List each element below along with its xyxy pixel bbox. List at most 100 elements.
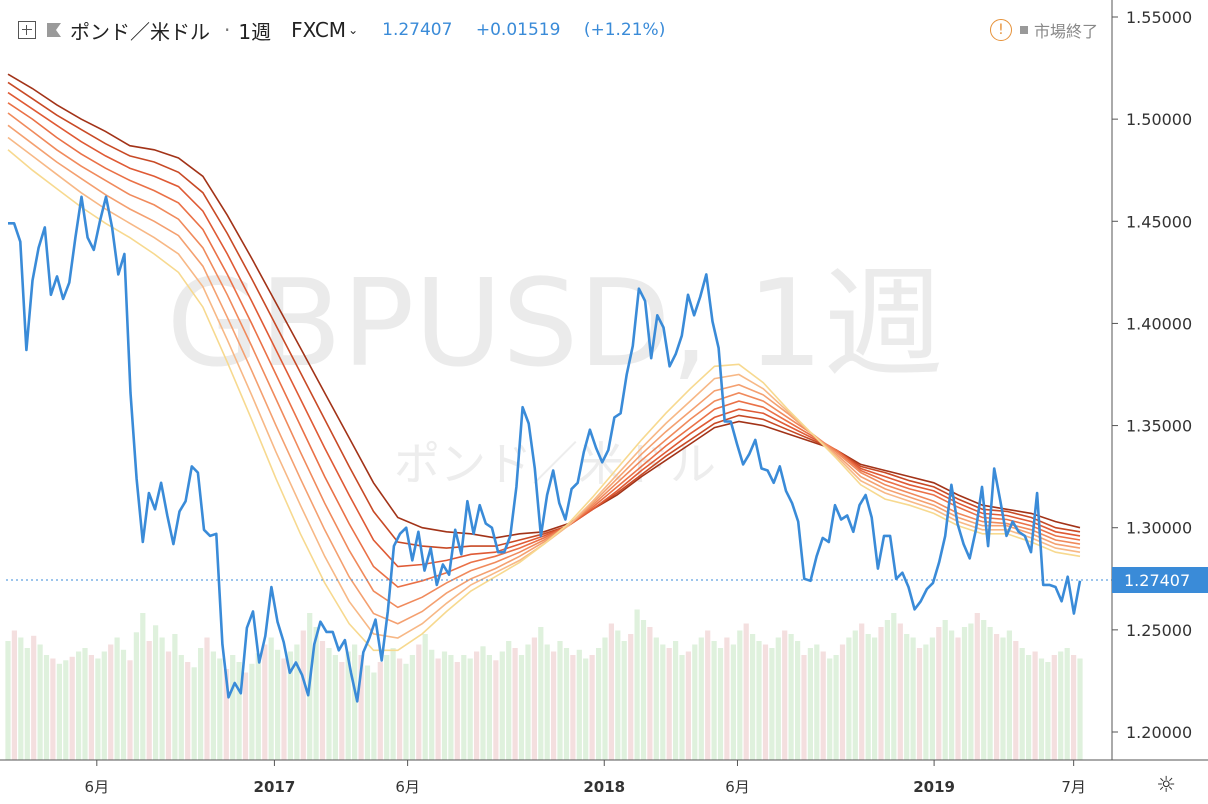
moving-average-line xyxy=(7,81,1081,549)
volume-bar xyxy=(371,672,377,760)
volume-bar xyxy=(281,658,287,760)
volume-bar xyxy=(737,630,743,760)
volume-bar xyxy=(422,634,428,760)
volume-bar xyxy=(897,623,903,760)
volume-bar xyxy=(11,630,17,760)
exclamation-circle-icon[interactable]: ! xyxy=(989,19,1012,41)
volume-bar xyxy=(570,655,576,760)
volume-bar xyxy=(583,658,589,760)
volume-bar xyxy=(1006,630,1012,760)
volume-bar xyxy=(397,658,403,760)
volume-bar xyxy=(1045,662,1051,760)
y-tick-label: 1.35000 xyxy=(1126,417,1192,436)
volume-bar xyxy=(647,627,653,760)
interval-label[interactable]: 1週 xyxy=(238,19,272,44)
gear-icon[interactable]: ☼ xyxy=(1156,773,1176,798)
volume-bar xyxy=(300,630,306,760)
volume-bar xyxy=(602,637,608,760)
volume-bar xyxy=(782,630,788,760)
volume-bar xyxy=(589,655,595,760)
y-tick-label: 1.45000 xyxy=(1126,212,1192,231)
volume-bar xyxy=(18,637,24,760)
volume-bar xyxy=(865,634,871,760)
volume-bar xyxy=(88,655,94,760)
volume-bar xyxy=(916,648,923,760)
volume-bar xyxy=(705,630,711,760)
moving-average-ribbon xyxy=(7,73,1081,652)
volume-bar xyxy=(43,655,50,760)
symbol-label[interactable]: ポンド／米ドル xyxy=(70,19,210,44)
volume-bar xyxy=(884,620,890,760)
volume-bar xyxy=(698,637,704,760)
volume-bar xyxy=(185,662,191,760)
volume-bar xyxy=(24,648,30,760)
volume-bar xyxy=(506,641,512,760)
volume-bar xyxy=(499,651,505,760)
moving-average-line xyxy=(7,112,1081,609)
volume-bar xyxy=(56,663,62,761)
volume-bar xyxy=(769,648,775,760)
volume-bar xyxy=(628,634,634,760)
x-tick-label: 7月 xyxy=(1061,778,1086,796)
volume-bar xyxy=(332,655,338,760)
volume-bar xyxy=(1019,648,1025,760)
volume-bar xyxy=(981,620,987,760)
quote-values: 1.27407 +0.01519 (+1.21%) xyxy=(382,20,683,40)
volume-bar xyxy=(384,655,390,760)
chart-header: ポンド／米ドル · 1週 FXCM ⌄ 1.27407 +0.01519 (+1… xyxy=(18,14,683,46)
y-axis[interactable]: 1.55000 1.50000 1.45000 1.40000 1.35000 1.300… xyxy=(1111,0,1192,760)
volume-bar xyxy=(178,655,184,760)
volume-bar xyxy=(493,660,499,760)
volume-bar xyxy=(204,637,210,760)
volume-bar xyxy=(987,627,993,760)
volume-bar xyxy=(640,620,647,760)
volume-bar xyxy=(390,648,396,760)
x-tick-label: 6月 xyxy=(725,778,750,796)
x-tick-label: 2019 xyxy=(913,778,955,796)
market-status: ! 市場終了 xyxy=(989,14,1098,46)
plus-square-icon[interactable] xyxy=(18,21,36,39)
volume-bar xyxy=(788,634,794,760)
price-line xyxy=(8,195,1082,703)
volume-bar xyxy=(326,648,332,760)
volume-bar xyxy=(827,658,833,760)
volume-bar xyxy=(711,641,717,760)
separator-dot: · xyxy=(224,18,231,42)
volume-bar xyxy=(538,627,544,760)
watermark-main: GBPUSD, 1週 xyxy=(167,255,944,394)
volume-bar xyxy=(313,627,319,760)
volume-bar xyxy=(101,651,107,760)
volume-bar xyxy=(114,637,120,760)
volume-bar xyxy=(557,641,563,760)
price-change: +0.01519 xyxy=(475,20,561,40)
volume-bar xyxy=(31,635,37,761)
chevron-down-icon[interactable]: ⌄ xyxy=(348,23,359,37)
volume-bar xyxy=(275,649,281,761)
volume-bar xyxy=(467,658,473,760)
volume-bar xyxy=(942,620,948,760)
volume-bar xyxy=(448,655,454,760)
volume-bar xyxy=(249,663,255,761)
volume-bar xyxy=(50,658,56,760)
volume-bar xyxy=(621,641,627,760)
y-tick-label: 1.25000 xyxy=(1126,621,1192,640)
volume-bar xyxy=(660,644,666,760)
exchange-label[interactable]: FXCM xyxy=(291,18,347,42)
volume-bar xyxy=(692,644,698,760)
x-axis[interactable]: 6月 2017 6月 2018 6月 2019 7月 xyxy=(0,759,1208,796)
volume-bar xyxy=(377,662,383,760)
volume-bar xyxy=(968,623,974,760)
volume-bar xyxy=(673,641,679,760)
volume-bar xyxy=(217,658,223,760)
volume-bar xyxy=(255,653,261,761)
moving-average-line xyxy=(7,91,1081,568)
volume-bar xyxy=(358,655,364,760)
volume-bar xyxy=(512,648,518,760)
moving-average-line xyxy=(7,124,1081,625)
x-tick-label: 6月 xyxy=(85,778,110,796)
volume-bar xyxy=(872,637,878,760)
volume-bar xyxy=(242,672,249,760)
volume-bar xyxy=(936,627,942,760)
volume-bar xyxy=(608,623,614,760)
